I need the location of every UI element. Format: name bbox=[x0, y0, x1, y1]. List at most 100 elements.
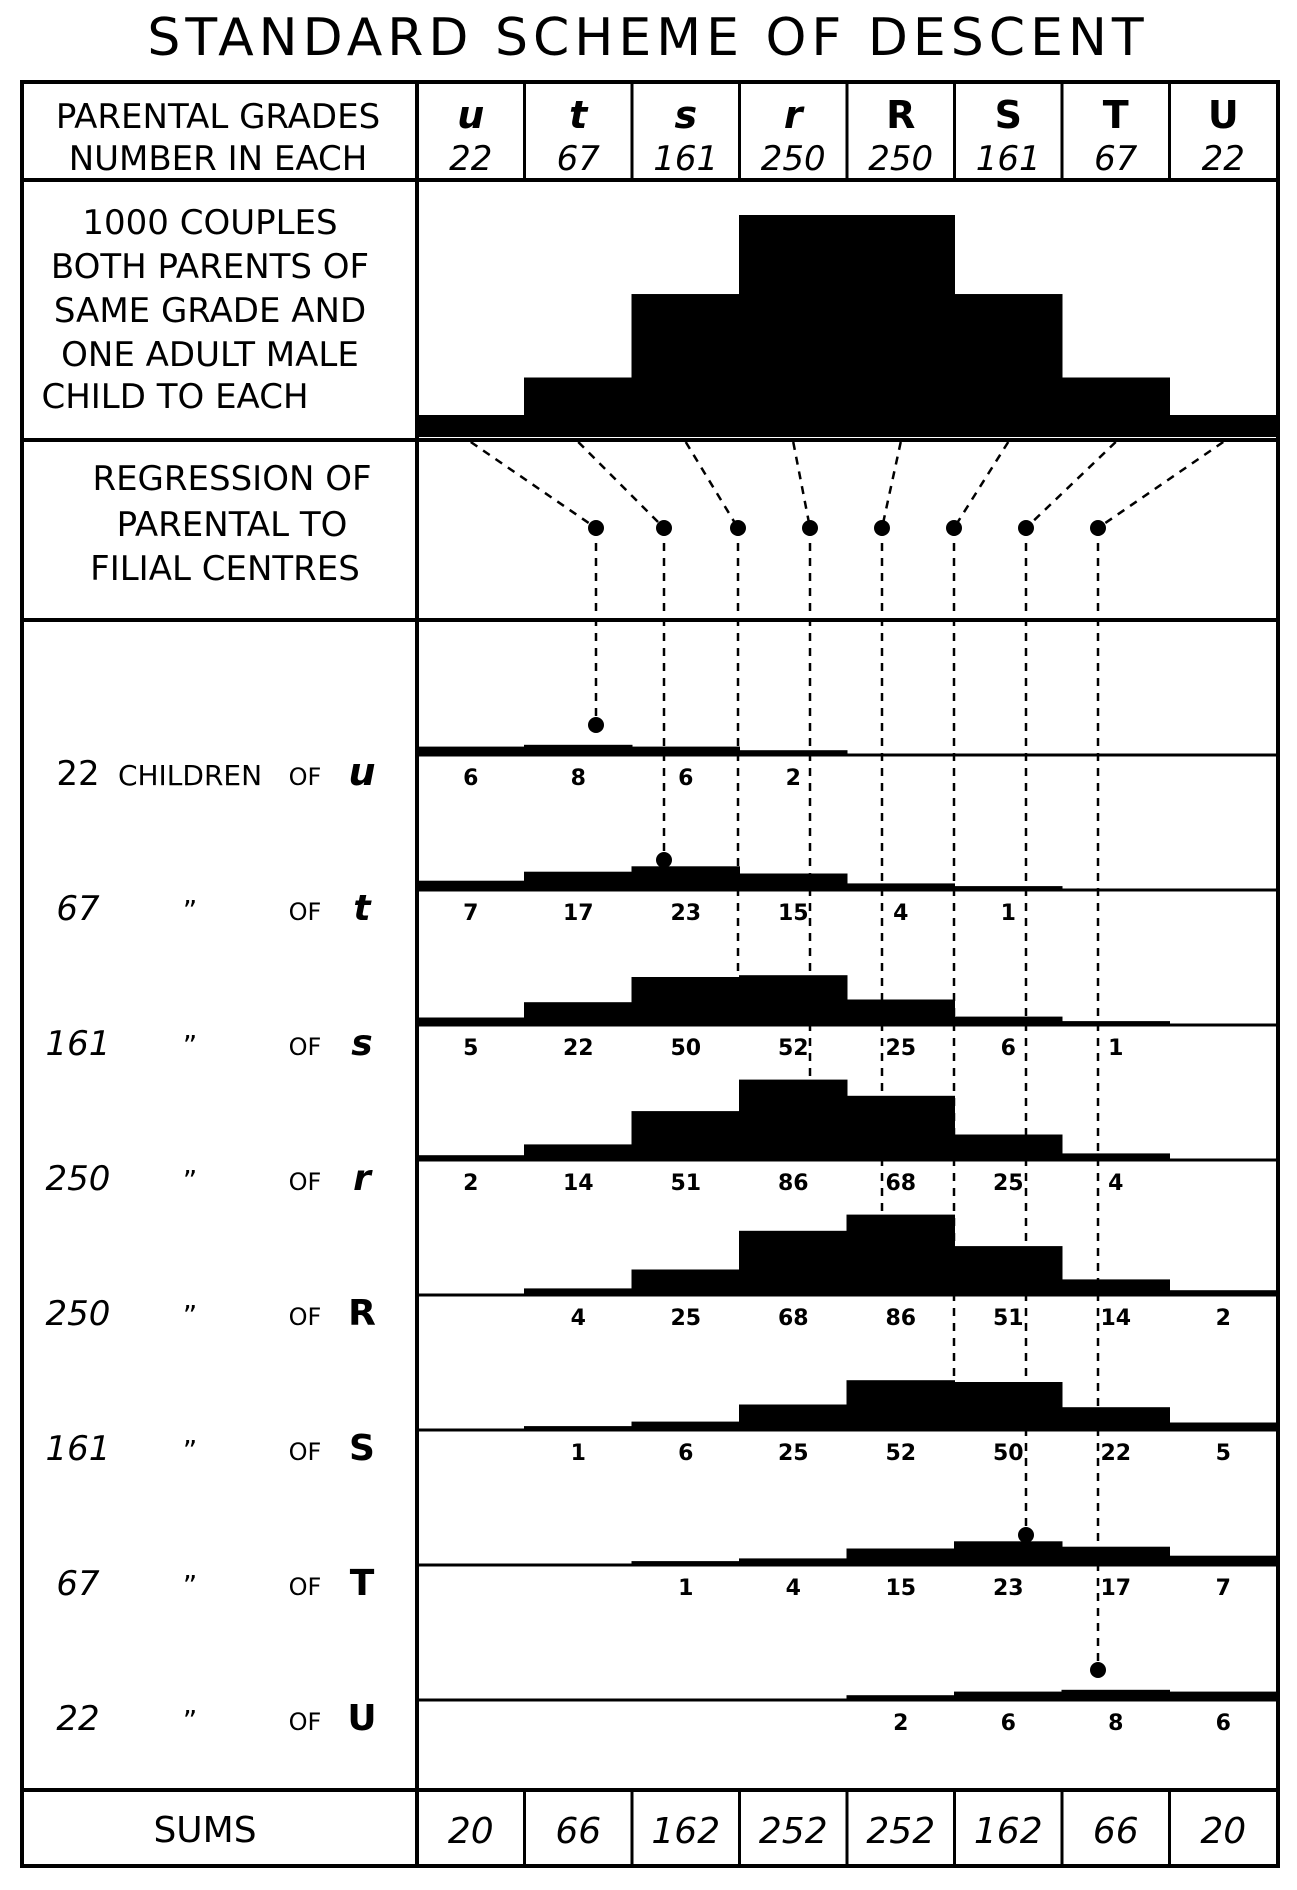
child-bar bbox=[739, 975, 848, 1025]
cell-value: 1 bbox=[571, 1441, 586, 1466]
header-grade-u: u bbox=[457, 93, 484, 137]
couples-label-line-4: ONE ADULT MALE bbox=[61, 335, 359, 375]
sum-value: 66 bbox=[1093, 1811, 1139, 1852]
cell-value: 52 bbox=[778, 1036, 809, 1061]
row-centre-dot bbox=[656, 852, 672, 868]
ditto-mark: ” bbox=[183, 1569, 198, 1602]
cell-value: 7 bbox=[463, 901, 478, 926]
row-centre-dot bbox=[588, 717, 604, 733]
child-bar bbox=[846, 1380, 955, 1430]
child-bar bbox=[416, 880, 525, 890]
cell-value: 25 bbox=[993, 1171, 1024, 1196]
row-centre-dot bbox=[1090, 1662, 1106, 1678]
regression-line-R bbox=[880, 441, 902, 529]
child-bar bbox=[739, 1404, 848, 1430]
sum-value: 66 bbox=[555, 1811, 601, 1852]
row-count: 161 bbox=[46, 1429, 111, 1469]
cell-value: 25 bbox=[670, 1306, 701, 1331]
child-bar bbox=[846, 1095, 955, 1160]
ditto-mark: ” bbox=[183, 1029, 198, 1062]
cell-value: 25 bbox=[885, 1036, 916, 1061]
child-bar bbox=[954, 1016, 1063, 1025]
regression-line-u bbox=[470, 440, 597, 530]
children-row-S: 1 6 25 52 50 22 5 161 ” OF S bbox=[46, 1380, 1278, 1469]
header-grade-s: s bbox=[674, 93, 697, 137]
cell-value: 1 bbox=[1108, 1036, 1123, 1061]
cell-value: 50 bbox=[993, 1441, 1024, 1466]
header-count-U: 22 bbox=[1202, 139, 1245, 179]
row-centre-dot bbox=[874, 1257, 890, 1273]
couples-section: 1000 COUPLES BOTH PARENTS OF SAME GRADE … bbox=[41, 203, 1279, 437]
child-bar bbox=[631, 746, 740, 755]
row-grade: u bbox=[348, 750, 375, 794]
sum-value: 162 bbox=[974, 1811, 1043, 1852]
child-bar bbox=[1169, 1691, 1278, 1700]
child-bar bbox=[1169, 1290, 1278, 1295]
child-bar bbox=[1061, 1021, 1170, 1025]
child-bar bbox=[739, 873, 848, 890]
child-bar bbox=[846, 999, 955, 1025]
child-bar bbox=[631, 866, 740, 890]
parent-bar-u bbox=[416, 417, 525, 437]
header-grade-T: T bbox=[1103, 93, 1129, 137]
ditto-mark: ” bbox=[183, 1704, 198, 1737]
cell-value: 6 bbox=[1001, 1036, 1016, 1061]
child-bar bbox=[954, 1134, 1063, 1160]
of-word: OF bbox=[289, 1033, 322, 1061]
child-bar bbox=[1061, 1279, 1170, 1295]
cell-value: 4 bbox=[1108, 1171, 1123, 1196]
header-count-s: 161 bbox=[653, 139, 718, 179]
cell-value: 14 bbox=[1100, 1306, 1131, 1331]
regression-label-line-3: FILIAL CENTRES bbox=[90, 549, 360, 589]
parent-bar-S bbox=[954, 294, 1063, 437]
child-bar bbox=[954, 1246, 1063, 1295]
cell-value: 2 bbox=[1216, 1306, 1231, 1331]
cell-value: 2 bbox=[463, 1171, 478, 1196]
of-word: OF bbox=[289, 1708, 322, 1736]
cell-value: 22 bbox=[1100, 1441, 1131, 1466]
row-grade: S bbox=[349, 1428, 375, 1469]
header-count-r: 250 bbox=[761, 139, 826, 179]
child-bar bbox=[739, 1079, 848, 1160]
parental-grades-label: PARENTAL GRADES bbox=[56, 97, 380, 137]
header-grade-t: t bbox=[569, 93, 589, 137]
regression-label-line-2: PARENTAL TO bbox=[117, 505, 348, 545]
row-count: 22 bbox=[56, 1699, 99, 1739]
child-bar bbox=[1061, 1546, 1170, 1565]
cell-value: 2 bbox=[893, 1711, 908, 1736]
row-grade: r bbox=[353, 1158, 373, 1199]
cell-value: 68 bbox=[885, 1171, 916, 1196]
regression-line-t bbox=[577, 441, 665, 529]
parent-bar-T bbox=[1061, 377, 1170, 437]
child-bar bbox=[416, 1017, 525, 1025]
regression-line-S bbox=[952, 441, 1010, 529]
row-centre-dot bbox=[1018, 1527, 1034, 1543]
children-row-R: 4 25 68 86 51 14 2 250 ” OF R bbox=[46, 1214, 1278, 1334]
child-bar bbox=[631, 1269, 740, 1295]
child-bar bbox=[631, 1111, 740, 1160]
row-count: 67 bbox=[56, 1564, 100, 1604]
cell-value: 6 bbox=[1001, 1711, 1016, 1736]
ditto-mark: ” bbox=[183, 894, 198, 927]
header-count-S: 161 bbox=[976, 139, 1041, 179]
cell-value: 23 bbox=[670, 901, 701, 926]
row-count: 250 bbox=[46, 1294, 111, 1334]
cell-value: 7 bbox=[1216, 1576, 1231, 1601]
cell-value: 6 bbox=[463, 766, 478, 791]
couples-label-line-2: BOTH PARENTS OF bbox=[51, 247, 369, 287]
children-row-u: 6 8 6 222 CHILDREN OF u bbox=[56, 717, 1278, 794]
child-bar bbox=[416, 746, 525, 755]
children-rows: 6 8 6 222 CHILDREN OF u7 17 23 15 4 167” OF t5 22 50 52 2… bbox=[46, 717, 1278, 1739]
child-bar bbox=[1061, 1407, 1170, 1430]
ditto-mark: ” bbox=[183, 1164, 198, 1197]
header-section: PARENTAL GRADES NUMBER IN EACH u22t67s16… bbox=[56, 82, 1245, 180]
child-bar bbox=[954, 1541, 1063, 1565]
cell-value: 4 bbox=[893, 901, 908, 926]
child-bar bbox=[954, 1691, 1063, 1700]
row-count: 67 bbox=[56, 889, 100, 929]
parent-bar-s bbox=[631, 294, 740, 437]
of-word: OF bbox=[289, 763, 322, 791]
child-bar bbox=[631, 1421, 740, 1430]
row-grade: R bbox=[348, 1293, 376, 1334]
